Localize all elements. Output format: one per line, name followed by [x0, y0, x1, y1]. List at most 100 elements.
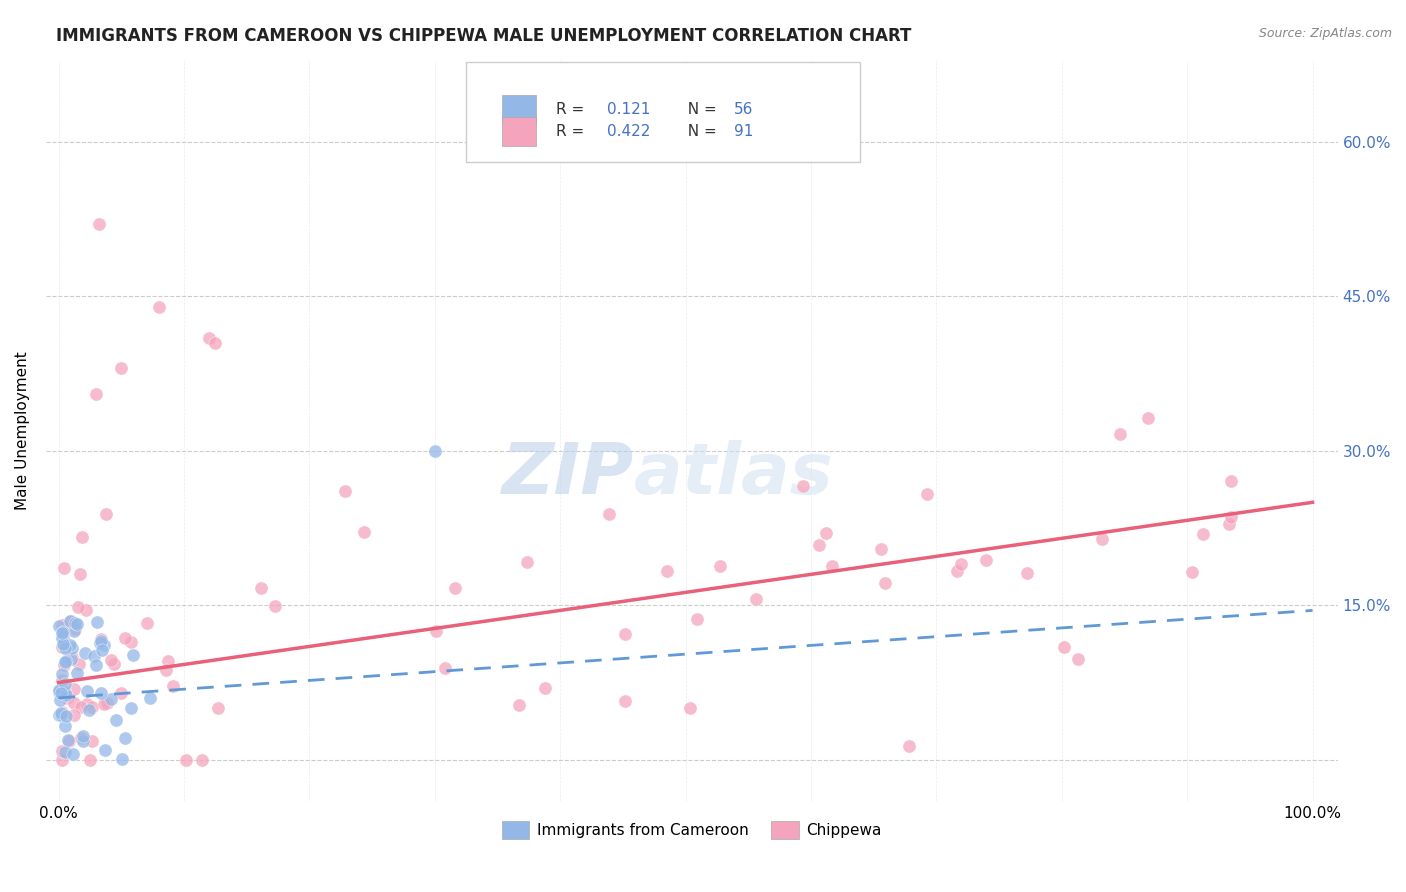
Point	[1067, 652, 1090, 666]
Point	[915, 487, 938, 501]
Point	[70, 699, 93, 714]
Point	[72, 733, 94, 747]
Point	[1091, 532, 1114, 546]
Point	[122, 648, 145, 662]
Text: 0.121: 0.121	[607, 102, 651, 117]
Point	[1015, 566, 1038, 581]
Point	[598, 508, 620, 522]
Point	[110, 686, 132, 700]
Point	[48, 708, 70, 723]
Y-axis label: Male Unemployment: Male Unemployment	[15, 351, 30, 509]
Point	[52, 637, 75, 651]
Point	[49, 708, 72, 723]
Text: 91: 91	[734, 124, 754, 139]
Text: N =: N =	[678, 102, 723, 117]
Point	[63, 616, 86, 631]
Point	[51, 617, 73, 632]
Point	[62, 747, 84, 761]
Point	[814, 525, 837, 540]
Point	[51, 673, 73, 688]
Point	[745, 591, 768, 606]
Point	[709, 558, 731, 573]
Point	[792, 479, 814, 493]
Point	[110, 361, 132, 376]
Point	[191, 753, 214, 767]
Point	[90, 643, 112, 657]
Point	[53, 640, 76, 654]
Point	[55, 654, 77, 668]
Point	[52, 657, 75, 672]
Text: IMMIGRANTS FROM CAMEROON VS CHIPPEWA MALE UNEMPLOYMENT CORRELATION CHART: IMMIGRANTS FROM CAMEROON VS CHIPPEWA MAL…	[56, 27, 911, 45]
Legend: Immigrants from Cameroon, Chippewa: Immigrants from Cameroon, Chippewa	[495, 815, 889, 845]
Point	[75, 646, 97, 660]
Point	[821, 559, 844, 574]
Point	[93, 638, 115, 652]
Point	[114, 631, 136, 645]
Point	[62, 640, 84, 655]
Point	[53, 686, 76, 700]
Point	[204, 335, 226, 350]
Point	[63, 707, 86, 722]
Point	[90, 634, 112, 648]
FancyBboxPatch shape	[465, 62, 859, 161]
Point	[148, 300, 170, 314]
Point	[53, 640, 76, 655]
Point	[1218, 517, 1240, 532]
Point	[974, 553, 997, 567]
Point	[66, 666, 89, 681]
Point	[58, 652, 80, 666]
Point	[55, 691, 77, 706]
Point	[157, 654, 180, 668]
Point	[434, 661, 457, 675]
Point	[1219, 510, 1241, 524]
Point	[100, 652, 122, 666]
Point	[174, 753, 197, 767]
Point	[76, 698, 98, 712]
Point	[51, 640, 73, 654]
Point	[1220, 475, 1243, 489]
Point	[120, 701, 142, 715]
Point	[69, 567, 91, 582]
Point	[53, 656, 76, 670]
Point	[53, 677, 76, 691]
Point	[62, 624, 84, 638]
Point	[70, 731, 93, 746]
Point	[1108, 427, 1130, 442]
Point	[51, 632, 73, 646]
Point	[72, 729, 94, 743]
Text: N =: N =	[678, 124, 723, 139]
Point	[60, 615, 83, 629]
Point	[86, 615, 108, 629]
Point	[58, 734, 80, 748]
Point	[534, 681, 557, 695]
Text: R =: R =	[555, 124, 593, 139]
Point	[84, 657, 107, 672]
Point	[613, 626, 636, 640]
Point	[51, 626, 73, 640]
Point	[120, 635, 142, 649]
Point	[870, 541, 893, 556]
Point	[48, 619, 70, 633]
Point	[53, 685, 76, 699]
Point	[423, 443, 446, 458]
Point	[93, 697, 115, 711]
Point	[105, 713, 128, 727]
Point	[1136, 411, 1159, 425]
Point	[264, 599, 287, 614]
Point	[49, 686, 72, 700]
Point	[353, 524, 375, 539]
FancyBboxPatch shape	[502, 118, 536, 145]
Point	[52, 624, 75, 639]
Point	[89, 635, 111, 649]
Point	[198, 330, 221, 344]
Point	[55, 688, 77, 702]
Text: ZIP: ZIP	[502, 441, 634, 509]
Point	[516, 555, 538, 569]
Point	[946, 564, 969, 578]
Point	[76, 684, 98, 698]
Point	[94, 507, 117, 521]
Text: atlas: atlas	[634, 441, 834, 509]
Point	[103, 657, 125, 671]
Text: 56: 56	[734, 102, 754, 117]
Point	[56, 733, 79, 747]
